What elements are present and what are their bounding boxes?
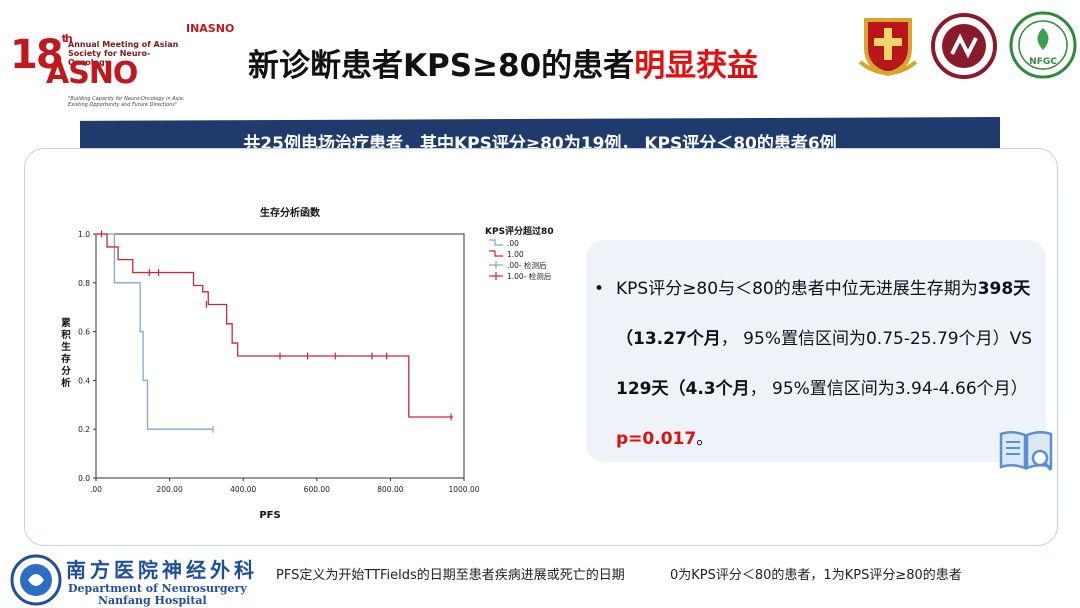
legend-label: .00- 检测后 bbox=[507, 260, 547, 270]
summary-part-1: KPS评分≥80与＜80的患者中位无进展生存期为 bbox=[616, 279, 978, 299]
legend-label: 1.00 bbox=[507, 250, 524, 259]
y-tick-label: 0.2 bbox=[78, 425, 90, 434]
x-axis-label: PFS bbox=[259, 510, 280, 521]
x-tick-label: 800.00 bbox=[377, 485, 403, 494]
x-tick-label: 1000.00 bbox=[448, 485, 479, 494]
summary-median-low: 129天（4.3个月 bbox=[616, 379, 750, 399]
book-search-icon bbox=[999, 431, 1053, 471]
conference-number: 18th bbox=[10, 32, 73, 78]
kps-group-note: 0为KPS评分＜80的患者，1为KPS评分≥80的患者 bbox=[670, 568, 962, 583]
legend-swatch bbox=[489, 239, 503, 246]
x-tick-label: 200.00 bbox=[156, 485, 182, 494]
title-main: 新诊断患者KPS≥80的患者 bbox=[248, 48, 635, 84]
bullet-marker: • bbox=[594, 279, 605, 299]
page-title: 新诊断患者KPS≥80的患者明显获益 bbox=[248, 40, 758, 85]
pfs-definition-note: PFS定义为开始TTFields的日期至患者疾病进展或死亡的日期 bbox=[276, 568, 625, 583]
inasno-logo: INASNO bbox=[186, 22, 235, 35]
department-name-en: Department of Neurosurgery bbox=[68, 582, 247, 595]
hospital-name-cn: 南方医院神经外科 bbox=[66, 558, 258, 582]
conference-name: ASNO bbox=[46, 56, 138, 91]
emblem-logo-2 bbox=[931, 13, 997, 79]
hospital-logo: 南方医院神经外科 Department of Neurosurgery Nanf… bbox=[8, 552, 268, 608]
summary-median-high: 398天（13.27个月 bbox=[616, 279, 1031, 349]
hospital-name-en: Nanfang Hospital bbox=[98, 594, 207, 607]
conference-logo: 18th Annual Meeting of Asian Society for… bbox=[6, 14, 256, 114]
p-value: p=0.017 bbox=[616, 429, 697, 449]
kaplan-meier-chart: 生存分析函数 0.0 0.2 0.4 0.6 0.8 1.0 .00 200.00 400.00 6… bbox=[60, 206, 554, 521]
summary-part-2: ， 95%置信区间为0.75-25.79个月）VS bbox=[720, 329, 1033, 349]
legend-swatch bbox=[489, 250, 503, 257]
series-line-1 bbox=[96, 233, 453, 418]
y-tick-label: 0.6 bbox=[78, 328, 90, 337]
legend-title: KPS评分超过80 bbox=[485, 225, 554, 237]
result-summary-text: KPS评分≥80与＜80的患者中位无进展生存期为398天（13.27个月， 95… bbox=[616, 264, 1036, 464]
chart-title: 生存分析函数 bbox=[260, 206, 321, 219]
title-highlight: 明显获益 bbox=[634, 48, 759, 84]
conference-annual: Annual Meeting of Asian Society for Neur… bbox=[68, 40, 179, 67]
legend-label: .00 bbox=[507, 239, 519, 248]
conference-subtitle: "Building Capacity for Neuro-Oncology in… bbox=[68, 96, 185, 108]
y-tick-label: 1.0 bbox=[78, 230, 90, 239]
y-tick-label: 0.0 bbox=[78, 474, 90, 483]
x-tick-label: 400.00 bbox=[230, 485, 256, 494]
nfgc-logo: NFGC bbox=[1009, 11, 1077, 79]
summary-part-3: ， 95%置信区间为3.94-4.66个月） bbox=[749, 379, 1028, 399]
series-line-0 bbox=[96, 233, 214, 430]
y-tick-label: 0.8 bbox=[78, 279, 90, 288]
emblem-logo-1 bbox=[858, 18, 918, 77]
y-tick-label: 0.4 bbox=[78, 376, 90, 385]
y-axis-label: 累积生存分析 bbox=[60, 317, 71, 389]
legend-label: 1.00- 检测后 bbox=[507, 271, 552, 281]
result-summary-box: • KPS评分≥80与＜80的患者中位无进展生存期为398天（13.27个月， … bbox=[586, 240, 1046, 462]
hospital-emblem-icon bbox=[10, 554, 62, 606]
summary-end: 。 bbox=[696, 429, 714, 449]
x-tick-label: 600.00 bbox=[304, 485, 330, 494]
x-tick-label: .00 bbox=[90, 485, 102, 494]
nfgc-text: NFGC bbox=[1029, 57, 1057, 67]
